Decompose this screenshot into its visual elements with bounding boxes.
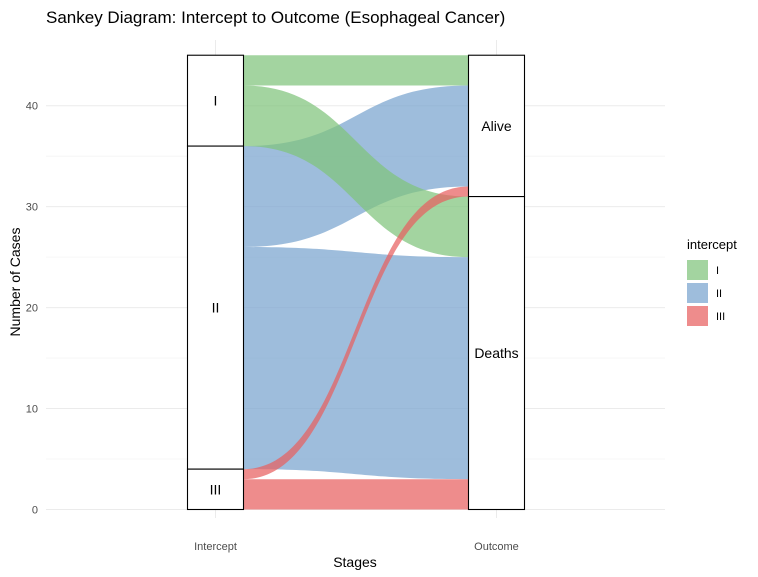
- node-label-i: I: [214, 93, 218, 109]
- node-deaths: [467, 196, 526, 511]
- legend-key-III: [687, 306, 708, 326]
- y-tick-label: 40: [26, 101, 38, 113]
- flows: [243, 55, 469, 510]
- legend-label-III: III: [716, 311, 725, 323]
- flow-III-to-deaths: [243, 479, 469, 510]
- flow-II-to-deaths: [243, 247, 469, 480]
- legend-key-II: [687, 283, 708, 303]
- node-label-alive: Alive: [481, 118, 512, 134]
- y-tick-label: 0: [32, 505, 38, 517]
- x-axis-title: Stages: [333, 554, 377, 570]
- node-ii: [186, 145, 245, 470]
- axes: 0 10 20 30 40 Intercept Outcome: [26, 101, 519, 553]
- flow-I-to-deaths: [243, 85, 469, 258]
- y-tick-label: 20: [26, 303, 38, 315]
- chart-title: Sankey Diagram: Intercept to Outcome (Es…: [46, 8, 505, 27]
- x-tick-label: Outcome: [474, 541, 519, 553]
- node-alive: [467, 54, 526, 198]
- node-label-deaths: Deaths: [474, 345, 518, 361]
- legend-key-I: [687, 260, 708, 280]
- node-label-ii: II: [212, 300, 220, 316]
- y-axis-title: Number of Cases: [7, 228, 23, 337]
- flow-I-to-alive: [243, 55, 469, 86]
- legend-label-II: II: [716, 288, 722, 300]
- y-tick-label: 10: [26, 404, 38, 416]
- y-tick-label: 30: [26, 202, 38, 214]
- legend-label-I: I: [716, 265, 719, 277]
- node-iii: [186, 468, 245, 511]
- legend-title: intercept: [687, 237, 737, 252]
- flow-III-to-alive: [243, 186, 469, 480]
- node-label-iii: III: [210, 481, 222, 497]
- x-tick-label: Intercept: [194, 541, 237, 553]
